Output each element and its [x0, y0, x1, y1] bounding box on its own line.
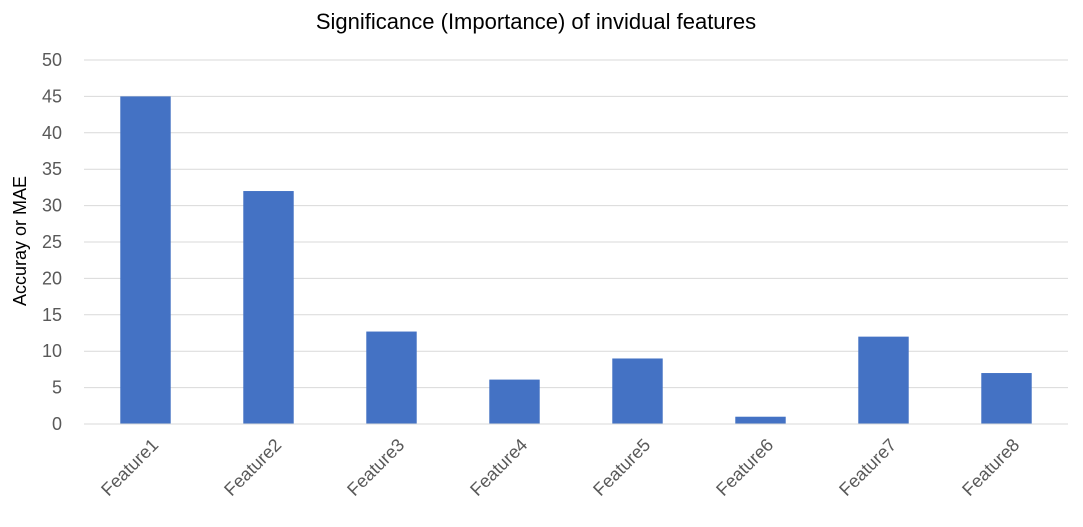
bar-feature3: [366, 331, 417, 424]
y-tick-label: 25: [42, 232, 62, 252]
bar-feature6: [735, 416, 786, 424]
gridlines: [84, 59, 1068, 389]
bar-feature4: [489, 379, 540, 424]
y-tick-label: 45: [42, 86, 62, 106]
chart-title: Significance (Importance) of invidual fe…: [316, 9, 756, 34]
bar-feature7: [858, 336, 909, 424]
bar-feature5: [612, 358, 663, 424]
y-tick-label: 5: [52, 378, 62, 398]
bar-feature1: [120, 96, 171, 425]
x-tick-label: Feature1: [97, 435, 162, 500]
y-tick-label: 10: [42, 341, 62, 361]
x-tick-label: Feature4: [466, 435, 531, 500]
x-tick-label: Feature8: [958, 435, 1023, 500]
y-tick-label: 30: [42, 196, 62, 216]
y-axis-ticks: 0 5 10 15 20 25 30 35 40 45 50: [42, 50, 62, 434]
y-tick-label: 40: [42, 123, 62, 143]
x-tick-label: Feature3: [343, 435, 408, 500]
y-tick-label: 35: [42, 159, 62, 179]
y-tick-label: 15: [42, 305, 62, 325]
bar-feature8: [981, 373, 1032, 424]
x-tick-label: Feature2: [220, 435, 285, 500]
y-tick-label: 0: [52, 414, 62, 434]
x-tick-label: Feature6: [712, 435, 777, 500]
bar-feature2: [243, 191, 294, 424]
x-axis-ticks: Feature1 Feature2 Feature3 Feature4 Feature5…: [97, 435, 1023, 500]
bars: [120, 96, 1032, 425]
y-axis-label: Accuray or MAE: [10, 176, 30, 306]
x-tick-label: Feature5: [589, 435, 654, 500]
y-tick-label: 20: [42, 268, 62, 288]
y-tick-label: 50: [42, 50, 62, 70]
x-tick-label: Feature7: [835, 435, 900, 500]
